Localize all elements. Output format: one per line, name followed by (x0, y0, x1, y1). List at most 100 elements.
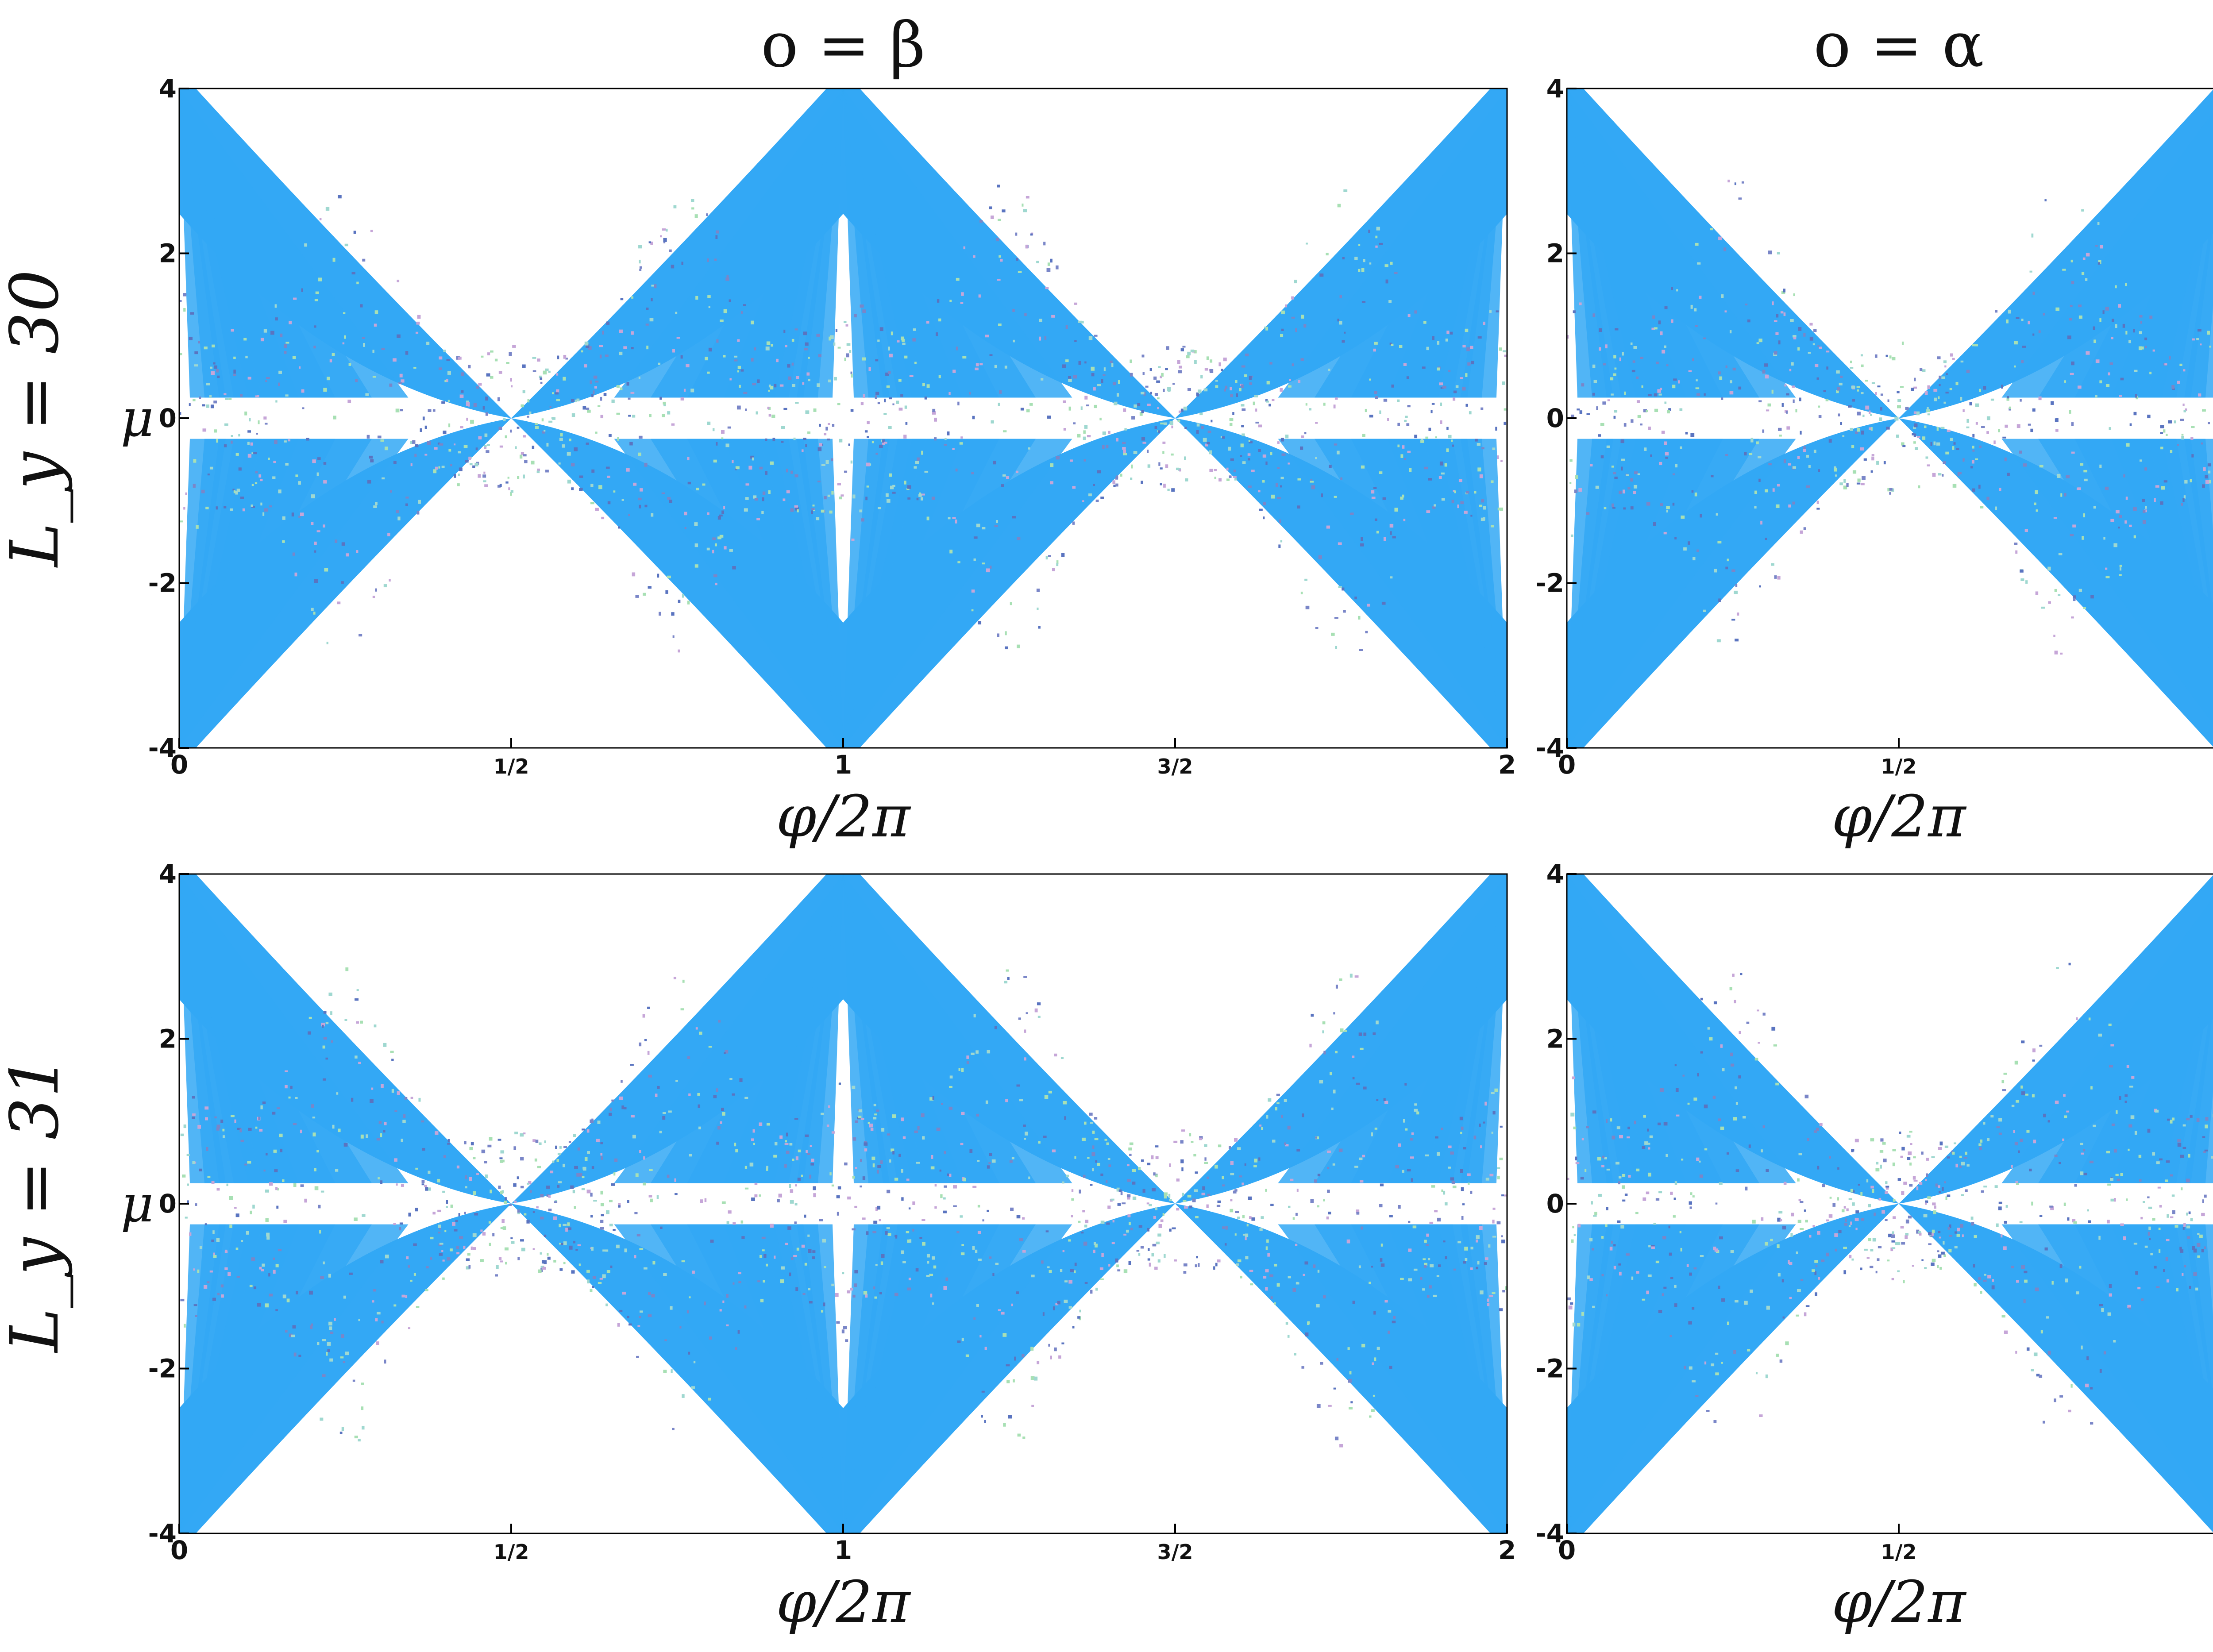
speckle-dot (849, 350, 852, 353)
speckle-dot (626, 468, 630, 472)
column-title: o = β (761, 9, 925, 81)
speckle-dot (2006, 397, 2009, 401)
speckle-dot (193, 1304, 197, 1306)
speckle-dot (454, 443, 456, 446)
speckle-dot (284, 350, 287, 354)
speckle-dot (1812, 1269, 1815, 1272)
speckle-dot (1797, 456, 1800, 459)
speckle-dot (1914, 423, 1918, 427)
speckle-dot (789, 1272, 791, 1277)
speckle-dot (1053, 1306, 1055, 1310)
speckle-dot (469, 1147, 473, 1151)
speckle-dot (992, 1273, 995, 1276)
speckle-dot (901, 1169, 903, 1173)
speckle-dot (2080, 1171, 2084, 1175)
speckle-dot (1265, 1189, 1267, 1192)
speckle-dot (2190, 1115, 2193, 1118)
speckle-dot (383, 584, 387, 588)
speckle-dot (922, 1242, 925, 1246)
speckle-dot (1854, 1139, 1859, 1143)
speckle-dot (943, 1210, 947, 1213)
speckle-dot (2150, 1253, 2153, 1255)
speckle-dot (316, 472, 319, 476)
speckle-dot (1022, 1217, 1025, 1220)
speckle-dot (1952, 484, 1957, 488)
speckle-dot (743, 304, 746, 306)
speckle-dot (806, 1150, 808, 1153)
speckle-dot (300, 1184, 304, 1187)
speckle-dot (1675, 1088, 1679, 1092)
speckle-dot (2147, 1196, 2150, 1198)
speckle-dot (1975, 422, 1978, 425)
speckle-dot (1838, 1230, 1842, 1233)
speckle-dot (1284, 1142, 1286, 1145)
speckle-dot (693, 1360, 696, 1363)
speckle-dot (1097, 1163, 1100, 1166)
speckle-dot (1281, 328, 1284, 331)
speckle-dot (811, 508, 815, 510)
speckle-dot (1278, 544, 1281, 548)
speckle-dot (558, 462, 561, 465)
speckle-dot (2149, 1238, 2151, 1240)
speckle-dot (770, 385, 774, 390)
speckle-dot (1777, 576, 1781, 580)
speckle-dot (1084, 361, 1087, 364)
speckle-dot (291, 1334, 295, 1337)
speckle-dot (1028, 447, 1030, 450)
speckle-dot (552, 392, 554, 395)
speckle-dot (382, 477, 385, 480)
speckle-dot (756, 411, 758, 415)
speckle-dot (1276, 1102, 1280, 1105)
speckle-dot (235, 453, 239, 456)
speckle-dot (1483, 1121, 1485, 1124)
speckle-dot (1281, 1114, 1283, 1119)
speckle-dot (2069, 318, 2072, 321)
speckle-dot (1112, 1220, 1114, 1223)
speckle-dot (1128, 1147, 1132, 1151)
speckle-dot (1697, 1073, 1699, 1077)
speckle-dot (721, 1108, 724, 1111)
speckle-dot (1836, 390, 1839, 393)
speckle-dot (196, 525, 199, 529)
speckle-dot (751, 1197, 755, 1201)
speckle-dot (1631, 419, 1634, 423)
speckle-dot (765, 438, 767, 441)
speckle-dot (1171, 425, 1173, 428)
speckle-dot (752, 1129, 755, 1133)
speckle-dot (948, 1106, 952, 1110)
speckle-dot (1266, 1115, 1268, 1119)
speckle-dot (1489, 1174, 1494, 1177)
speckle-dot (961, 1337, 964, 1341)
speckle-dot (510, 1237, 513, 1240)
speckle-dot (2160, 501, 2163, 505)
speckle-dot (1467, 1173, 1471, 1176)
speckle-dot (994, 365, 997, 369)
speckle-dot (1065, 359, 1069, 362)
speckle-dot (830, 335, 834, 339)
speckle-dot (183, 1124, 186, 1128)
speckle-dot (1228, 447, 1231, 451)
speckle-dot (1569, 1302, 1573, 1305)
speckle-dot (827, 439, 830, 441)
speckle-dot (1006, 476, 1010, 480)
speckle-dot (1978, 1143, 1982, 1146)
speckle-dot (2202, 1199, 2204, 1203)
speckle-dot (216, 439, 218, 443)
speckle-dot (912, 338, 916, 342)
speckle-dot (265, 380, 267, 382)
speckle-dot (1157, 1233, 1161, 1237)
speckle-dot (2119, 1096, 2121, 1100)
speckle-dot (1948, 1249, 1952, 1253)
speckle-dot (1337, 451, 1340, 454)
speckle-dot (724, 546, 727, 550)
speckle-dot (1963, 1156, 1967, 1159)
speckle-dot (1115, 483, 1118, 487)
speckle-dot (971, 472, 974, 474)
speckle-dot (1868, 410, 1871, 414)
speckle-dot (1091, 373, 1095, 377)
speckle-dot (370, 230, 373, 232)
speckle-dot (556, 373, 559, 376)
speckle-dot (311, 494, 315, 499)
speckle-dot (1947, 1227, 1950, 1230)
speckle-dot (826, 1124, 829, 1127)
